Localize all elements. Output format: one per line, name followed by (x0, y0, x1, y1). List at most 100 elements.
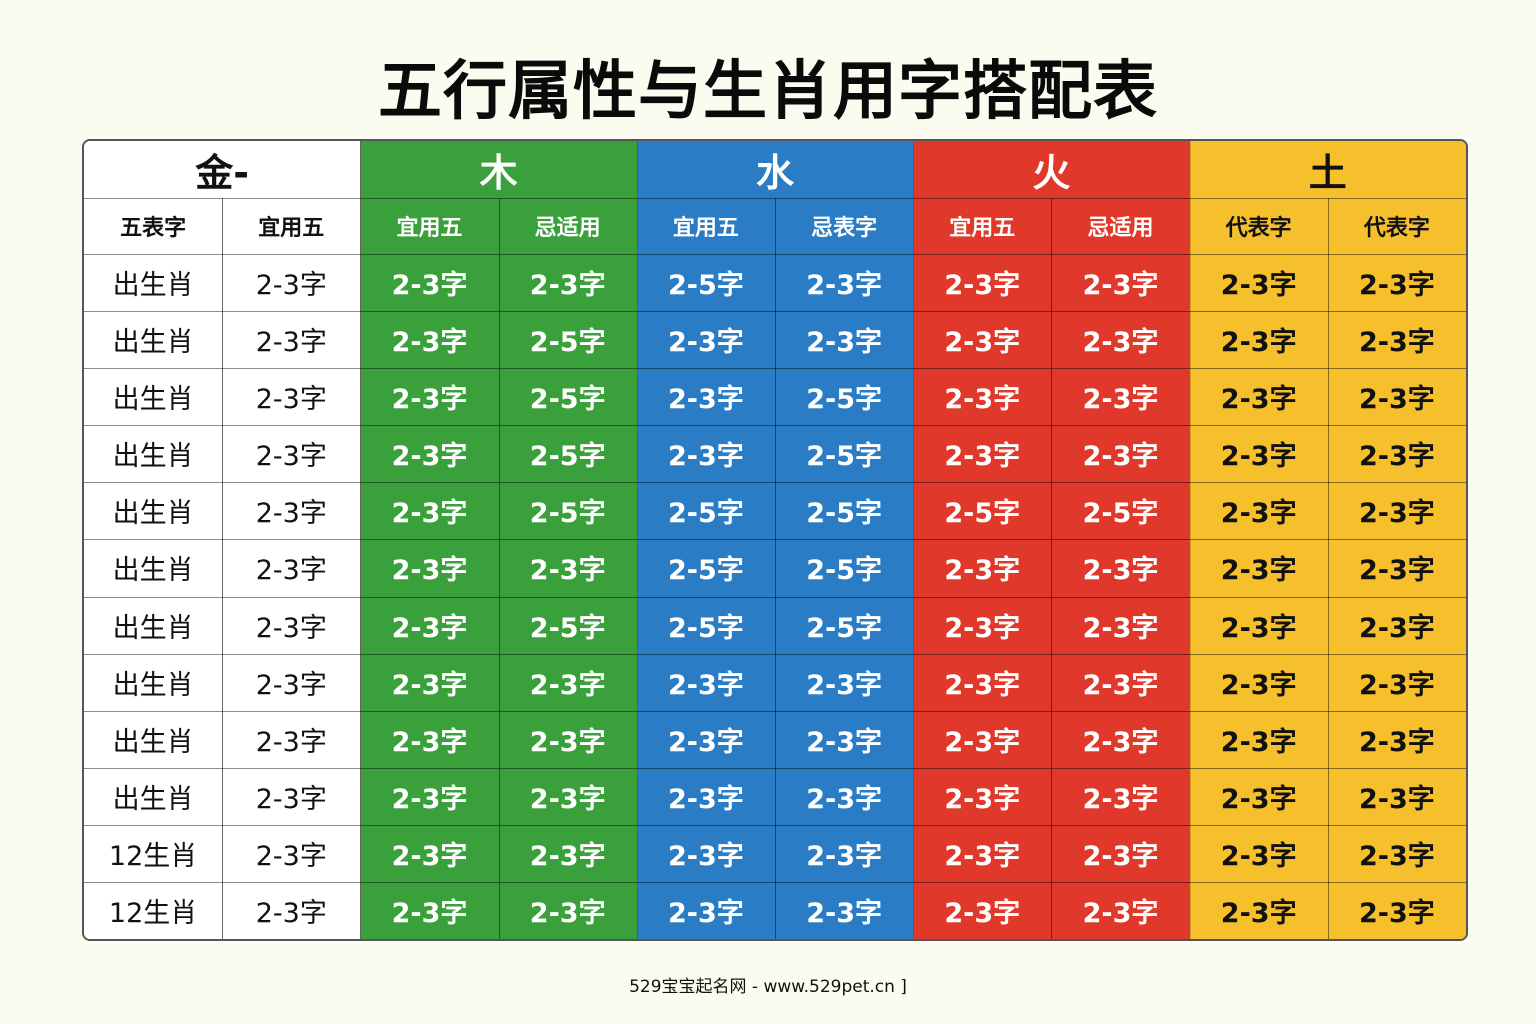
table-cell: 2-5字 (529, 441, 606, 473)
row-label: 出生肖 (112, 669, 194, 701)
table-cell: 2-3字 (1220, 669, 1297, 701)
column-subheader: 宜用五 (396, 216, 463, 241)
grid-vline (1327, 198, 1329, 939)
table-cell: 2-3字 (391, 840, 468, 872)
grid-vline (1051, 198, 1053, 939)
table-cell: 2-3字 (1220, 555, 1297, 587)
row-label: 出生肖 (112, 498, 194, 530)
table-cell: 2-5字 (529, 612, 606, 644)
table-cell: 2-3字 (668, 384, 744, 416)
row-label: 出生肖 (112, 441, 194, 473)
column-subheader: 忌表字 (811, 216, 878, 241)
table-cell: 2-3字 (1359, 555, 1435, 587)
table-cell: 2-3字 (391, 441, 468, 473)
row-label: 出生肖 (112, 270, 194, 302)
column-subheader: 宜用五 (949, 216, 1016, 241)
grid-vline (1189, 141, 1191, 939)
table-cell: 2-3字 (1220, 726, 1297, 758)
table-cell: 2-3字 (1359, 669, 1435, 701)
table-cell: 2-3字 (944, 669, 1021, 701)
table-cell: 2-3字 (255, 384, 327, 416)
table-cell: 2-3字 (391, 726, 468, 758)
grid-vline (636, 141, 638, 939)
table-cell: 2-3字 (806, 669, 882, 701)
grid-hline (84, 254, 1466, 255)
table-cell: 2-3字 (1359, 441, 1435, 473)
table-cell: 2-3字 (806, 897, 882, 929)
group-header-mu: 木 (479, 151, 518, 195)
table-cell: 2-3字 (944, 840, 1021, 872)
row-label: 出生肖 (112, 783, 194, 815)
grid-hline (84, 368, 1466, 370)
table-cell: 2-3字 (944, 555, 1021, 587)
table-cell: 2-3字 (1359, 384, 1435, 416)
grid-vline (222, 198, 224, 939)
row-label: 12生肖 (108, 897, 198, 929)
table-cell: 2-3字 (668, 669, 744, 701)
group-bg-mu (360, 141, 637, 939)
table-cell: 2-3字 (668, 783, 744, 815)
table-cell: 2-5字 (1082, 498, 1159, 530)
group-header-shui: 水 (755, 151, 794, 195)
table-cell: 2-3字 (668, 897, 744, 929)
table-cell: 2-3字 (944, 726, 1021, 758)
row-label: 出生肖 (112, 555, 194, 587)
table-cell: 2-3字 (391, 897, 468, 929)
grid-vline (913, 141, 915, 939)
row-label: 出生肖 (112, 384, 194, 416)
table-cell: 2-3字 (944, 270, 1021, 302)
table-cell: 2-3字 (391, 384, 468, 416)
grid-hline (84, 881, 1466, 883)
group-bg-huo (913, 141, 1190, 939)
grid-hline (84, 653, 1466, 655)
table-cell: 2-3字 (806, 783, 882, 815)
table-cell: 2-3字 (1220, 441, 1297, 473)
table-cell: 2-3字 (255, 840, 327, 872)
table-cell: 2-3字 (1220, 612, 1297, 644)
table-cell: 2-3字 (1082, 840, 1159, 872)
table-cell: 2-3字 (529, 726, 606, 758)
table-cell: 2-3字 (1082, 669, 1159, 701)
table-cell: 2-5字 (806, 384, 882, 416)
table-cell: 2-3字 (529, 840, 606, 872)
row-label: 出生肖 (112, 612, 194, 644)
table-cell: 2-3字 (1359, 327, 1435, 359)
table-cell: 2-3字 (668, 327, 744, 359)
column-subheader: 代表字 (1363, 216, 1430, 241)
group-header-tu: 土 (1308, 151, 1347, 195)
table-cell: 2-3字 (391, 327, 468, 359)
row-label: 出生肖 (112, 327, 194, 359)
table-cell: 2-3字 (1359, 783, 1435, 815)
table-cell: 2-5字 (668, 498, 744, 530)
table-cell: 2-3字 (806, 327, 882, 359)
group-header-jin: 金- (195, 151, 250, 195)
grid-hline (84, 824, 1466, 826)
table-cell: 2-3字 (391, 270, 468, 302)
table-cell: 2-3字 (806, 840, 882, 872)
table-cell: 2-3字 (1220, 783, 1297, 815)
table-cell: 2-3字 (255, 726, 327, 758)
table-cell: 2-5字 (668, 555, 744, 587)
grid-vline (498, 198, 500, 939)
table-cell: 2-3字 (944, 612, 1021, 644)
table-cell: 2-5字 (529, 384, 606, 416)
table-cell: 2-3字 (1359, 840, 1435, 872)
table-cell: 2-3字 (1220, 897, 1297, 929)
table-cell: 2-3字 (255, 327, 327, 359)
table-cell: 2-3字 (391, 612, 468, 644)
table-cell: 2-3字 (255, 669, 327, 701)
table-cell: 2-3字 (1082, 327, 1159, 359)
table-cell: 2-5字 (806, 612, 882, 644)
table-cell: 2-3字 (255, 612, 327, 644)
table-cell: 2-3字 (1220, 840, 1297, 872)
table-cell: 2-3字 (391, 555, 468, 587)
table-cell: 2-3字 (806, 726, 882, 758)
table-cell: 2-3字 (255, 498, 327, 530)
table-cell: 2-3字 (1082, 384, 1159, 416)
grid-hline (84, 539, 1466, 541)
column-subheader: 代表字 (1225, 216, 1292, 241)
group-bg-shui (636, 141, 914, 939)
table-cell: 2-3字 (944, 441, 1021, 473)
table-cell: 2-3字 (1220, 270, 1297, 302)
table-cell: 2-3字 (529, 783, 606, 815)
